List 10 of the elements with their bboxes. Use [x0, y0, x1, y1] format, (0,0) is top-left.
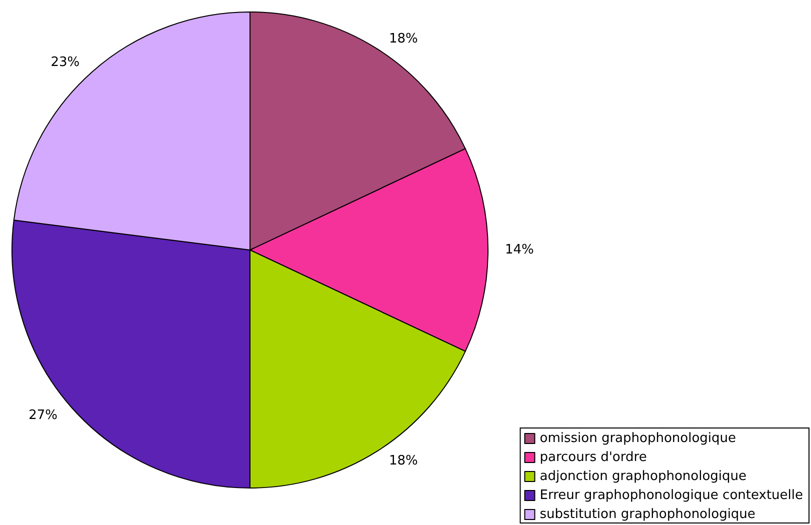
legend-label: Erreur graphophonologique contextuelle [540, 488, 804, 503]
data-label: 14% [505, 242, 534, 258]
legend-label: parcours d'ordre [540, 450, 647, 465]
legend-label: adjonction graphophonologique [540, 469, 747, 484]
data-label: 27% [28, 408, 58, 423]
legend-label: substitution graphophonologique [540, 507, 756, 522]
legend-label: omission graphophonologique [540, 431, 736, 446]
data-label: 18% [388, 31, 418, 46]
data-label: 18% [388, 454, 418, 469]
data-label: 23% [50, 54, 80, 70]
